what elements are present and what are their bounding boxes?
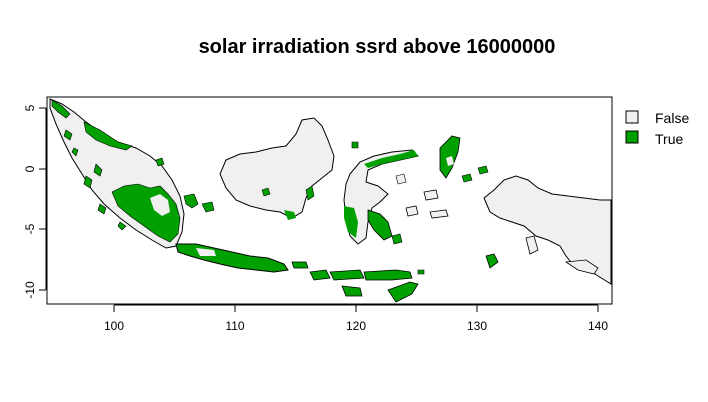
x-tick-label: 120: [346, 319, 366, 333]
x-tick-label: 110: [225, 319, 244, 333]
buru-island: [405, 205, 419, 217]
islet: [391, 233, 403, 245]
lombok-island: [309, 269, 331, 281]
islet: [155, 157, 165, 167]
islet: [97, 203, 107, 215]
islet: [71, 147, 79, 157]
java-island: [175, 243, 289, 273]
x-tick-label: 140: [588, 319, 608, 333]
seram-island: [429, 209, 449, 219]
islet: [485, 253, 499, 269]
sumbawa-island: [329, 269, 365, 281]
bali-island: [291, 261, 309, 269]
legend: False True: [625, 110, 689, 147]
flores-island: [363, 269, 413, 281]
x-tick-label: 100: [104, 319, 124, 333]
y-tick-label: 0: [23, 165, 37, 172]
legend-label-true: True: [655, 131, 683, 147]
sumatra-island: [49, 98, 185, 249]
legend-swatch-false: [625, 110, 639, 124]
islet: [83, 175, 93, 189]
y-tick-label: 5: [23, 104, 37, 111]
y-tick-label: -10: [23, 281, 37, 299]
islet: [477, 165, 489, 175]
islet: [461, 173, 473, 183]
islet: [525, 235, 539, 255]
x-tick-label: 130: [467, 319, 487, 333]
y-axis: 5 0 -5 -10: [23, 104, 47, 299]
borneo-island: [219, 117, 335, 220]
islet: [423, 189, 439, 201]
timor-island: [387, 281, 419, 303]
x-axis: 100 110 120 130 140: [104, 304, 608, 333]
islet: [395, 173, 407, 185]
sumba-island: [341, 285, 363, 297]
chart-title: solar irradiation ssrd above 16000000: [198, 36, 556, 58]
islet: [351, 141, 359, 149]
bangka-island: [183, 193, 199, 209]
islet: [117, 221, 127, 231]
legend-swatch-true: [625, 130, 639, 144]
y-tick-label: -5: [23, 223, 37, 234]
new-guinea-island: [483, 175, 612, 285]
legend-label-false: False: [655, 110, 689, 126]
belitung-island: [201, 201, 215, 213]
sulawesi-island: [343, 149, 419, 245]
islet: [417, 269, 425, 275]
